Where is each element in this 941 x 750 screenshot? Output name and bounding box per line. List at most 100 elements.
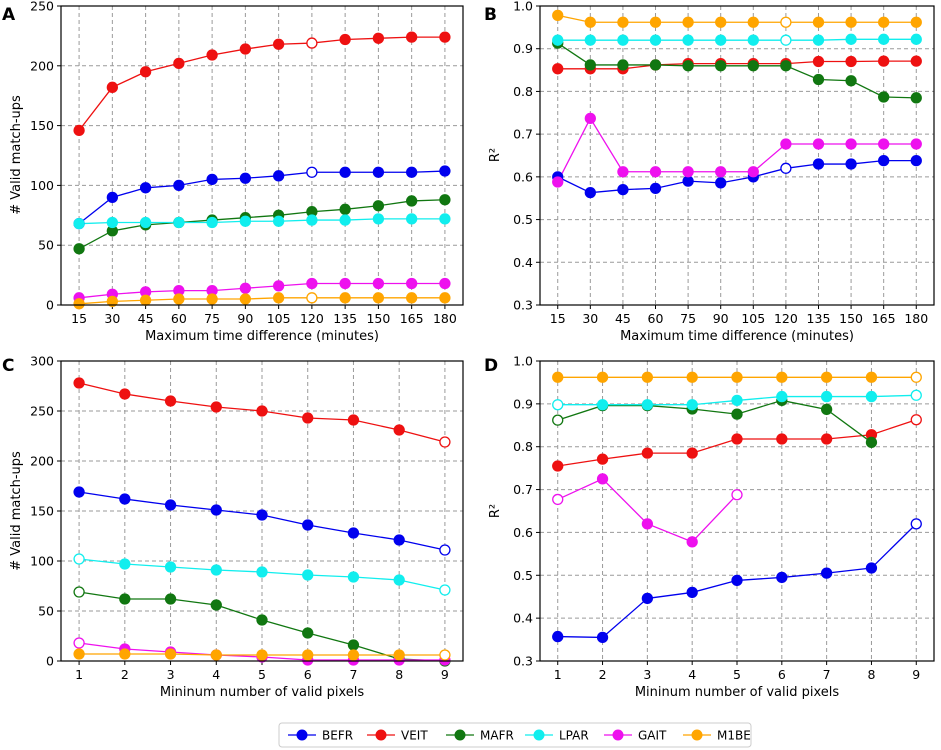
- data-point-veit: [119, 388, 131, 400]
- data-point-m1be: [686, 371, 698, 383]
- data-point-befr: [173, 179, 185, 192]
- panel-c-xtick-label: 7: [349, 667, 357, 682]
- legend-label-lpar: LPAR: [559, 729, 589, 743]
- data-point-lpar: [682, 34, 694, 46]
- data-point-m1be: [119, 648, 131, 660]
- data-point-m1be: [641, 371, 654, 383]
- data-point-mafr: [682, 60, 694, 72]
- panel-b-xtick-label: 60: [648, 311, 664, 326]
- panel-d-ytick-label: 0.8: [513, 439, 533, 454]
- data-point-gait: [747, 166, 759, 178]
- data-point-lpar: [106, 216, 118, 229]
- data-point-mafr: [73, 586, 85, 598]
- data-point-veit: [552, 460, 564, 472]
- data-point-mafr: [731, 408, 743, 420]
- data-point-befr: [306, 166, 318, 178]
- panel-b-xtick-label: 105: [741, 311, 765, 326]
- legend-swatch-marker: [454, 729, 466, 741]
- data-point-lpar: [910, 389, 922, 401]
- panel-c-xtick-label: 9: [441, 667, 449, 682]
- legend-swatch-marker: [375, 729, 387, 741]
- series-line-befr: [78, 170, 445, 225]
- panel-d-xtick-label: 3: [643, 667, 651, 682]
- data-point-lpar: [820, 390, 833, 403]
- series-line-veit: [78, 36, 445, 131]
- data-point-m1be: [865, 371, 878, 383]
- data-point-m1be: [406, 292, 418, 304]
- data-point-mafr: [347, 639, 360, 651]
- data-point-veit: [139, 66, 152, 78]
- data-point-m1be: [747, 16, 759, 28]
- panel-c-ytick-label: 200: [30, 454, 54, 469]
- data-point-befr: [845, 158, 857, 170]
- data-point-befr: [686, 586, 698, 599]
- data-point-lpar: [239, 215, 252, 227]
- data-point-lpar: [780, 34, 792, 46]
- data-point-befr: [820, 567, 833, 579]
- data-point-lpar: [731, 394, 743, 407]
- panel-b-xtick-label: 30: [582, 311, 598, 326]
- data-point-mafr: [865, 436, 878, 449]
- panel-letter-a: A: [2, 5, 16, 25]
- data-point-m1be: [649, 16, 662, 28]
- data-point-mafr: [878, 91, 890, 103]
- data-point-veit: [439, 31, 451, 43]
- data-point-gait: [552, 176, 564, 188]
- data-point-lpar: [617, 34, 629, 46]
- panel-c-xtick-label: 5: [258, 667, 266, 682]
- panel-b-xtick-label: 15: [550, 311, 566, 326]
- data-point-veit: [731, 433, 743, 445]
- data-point-veit: [106, 81, 118, 93]
- data-point-veit: [812, 55, 825, 68]
- panel-b-xtick-label: 45: [615, 311, 631, 326]
- panel-a-xtick-label: 150: [366, 311, 390, 326]
- panel-a-xtick-label: 120: [300, 311, 324, 326]
- data-point-lpar: [173, 216, 185, 229]
- data-point-lpar: [73, 218, 85, 230]
- data-point-mafr: [119, 593, 131, 605]
- data-point-m1be: [552, 9, 564, 22]
- data-point-mafr: [406, 195, 418, 207]
- panel-d-ytick-label: 1.0: [513, 354, 533, 369]
- data-point-mafr: [439, 194, 451, 206]
- panel-a-xtick-label: 180: [433, 311, 457, 326]
- data-point-gait: [584, 112, 596, 124]
- data-point-m1be: [106, 295, 118, 308]
- data-point-lpar: [206, 216, 218, 229]
- panel-c-xtick-label: 4: [212, 667, 220, 682]
- data-point-befr: [641, 592, 654, 605]
- panel-a-xtick-label: 165: [400, 311, 424, 326]
- data-point-befr: [119, 493, 131, 505]
- legend-swatch-marker: [691, 729, 703, 741]
- data-point-m1be: [347, 649, 360, 661]
- panel-c-xtick-label: 8: [395, 667, 403, 682]
- data-point-mafr: [339, 203, 351, 215]
- panel-a-ylabel: # Valid match-ups: [9, 95, 24, 215]
- data-point-gait: [812, 138, 825, 150]
- data-point-lpar: [910, 33, 922, 45]
- data-point-befr: [910, 154, 922, 167]
- panel-a-xtick-label: 135: [333, 311, 357, 326]
- data-point-befr: [439, 544, 451, 556]
- data-point-mafr: [812, 73, 825, 86]
- data-point-mafr: [910, 92, 922, 104]
- data-point-veit: [339, 33, 351, 46]
- data-point-lpar: [272, 215, 285, 227]
- data-point-m1be: [164, 648, 177, 660]
- panel-a-xtick-label: 90: [237, 311, 253, 326]
- data-point-lpar: [256, 566, 268, 578]
- data-point-befr: [347, 527, 360, 539]
- data-point-lpar: [439, 213, 451, 225]
- data-point-lpar: [776, 390, 788, 403]
- data-point-veit: [347, 414, 360, 426]
- data-point-lpar: [406, 213, 418, 225]
- series-line-mafr: [78, 199, 445, 250]
- panel-b-xtick-label: 75: [680, 311, 696, 326]
- data-point-befr: [731, 574, 743, 587]
- data-point-m1be: [910, 16, 922, 28]
- data-point-mafr: [845, 75, 857, 87]
- series-line-mafr: [557, 42, 917, 99]
- data-point-veit: [256, 405, 268, 417]
- panel-a-ytick-label: 150: [30, 118, 54, 133]
- panel-d-xtick-label: 1: [554, 667, 562, 682]
